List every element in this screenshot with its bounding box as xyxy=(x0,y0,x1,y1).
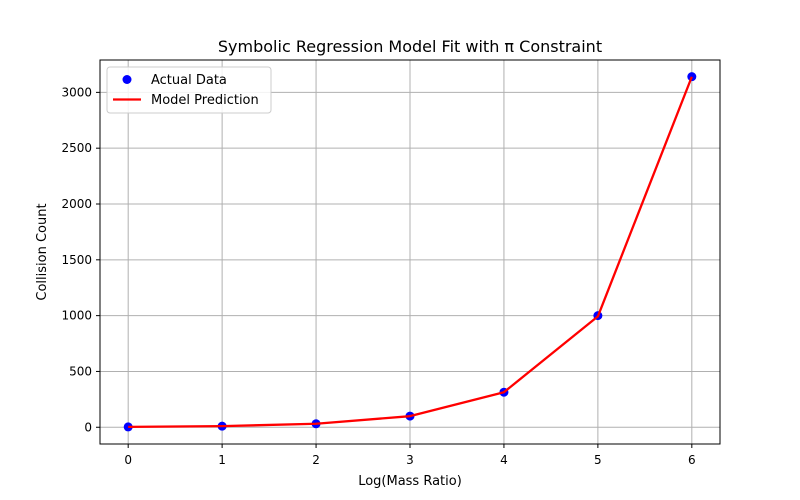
y-tick-label: 500 xyxy=(69,364,92,378)
y-tick-label: 1500 xyxy=(61,253,92,267)
chart-title: Symbolic Regression Model Fit with π Con… xyxy=(218,37,602,56)
y-axis-label: Collision Count xyxy=(35,203,50,300)
actual-data-point xyxy=(123,422,133,432)
y-tick-label: 2500 xyxy=(61,141,92,155)
y-tick-label: 1000 xyxy=(61,309,92,323)
x-axis-label: Log(Mass Ratio) xyxy=(358,474,462,489)
plot-content xyxy=(123,72,697,432)
y-tick-label: 0 xyxy=(84,420,92,434)
x-tick-label: 0 xyxy=(124,453,132,467)
actual-data-point xyxy=(687,72,697,82)
y-tick-label: 3000 xyxy=(61,85,92,99)
legend-label-model-prediction: Model Prediction xyxy=(151,93,259,108)
x-tick-label: 4 xyxy=(500,453,508,467)
ticks: 0 1 2 3 4 5 6 0 500 1000 1500 2000 2500 3000 xyxy=(61,85,695,467)
legend-marker-actual-data xyxy=(122,75,132,84)
x-tick-label: 3 xyxy=(406,453,414,467)
y-tick-label: 2000 xyxy=(61,197,92,211)
x-tick-label: 2 xyxy=(312,453,320,467)
x-tick-label: 5 xyxy=(594,453,602,467)
x-tick-label: 1 xyxy=(218,453,226,467)
legend: Actual Data Model Prediction xyxy=(106,66,272,114)
model-prediction-line xyxy=(128,76,693,429)
legend-label-actual-data: Actual Data xyxy=(151,73,227,88)
x-tick-label: 6 xyxy=(688,453,696,467)
legend-box xyxy=(106,66,272,114)
